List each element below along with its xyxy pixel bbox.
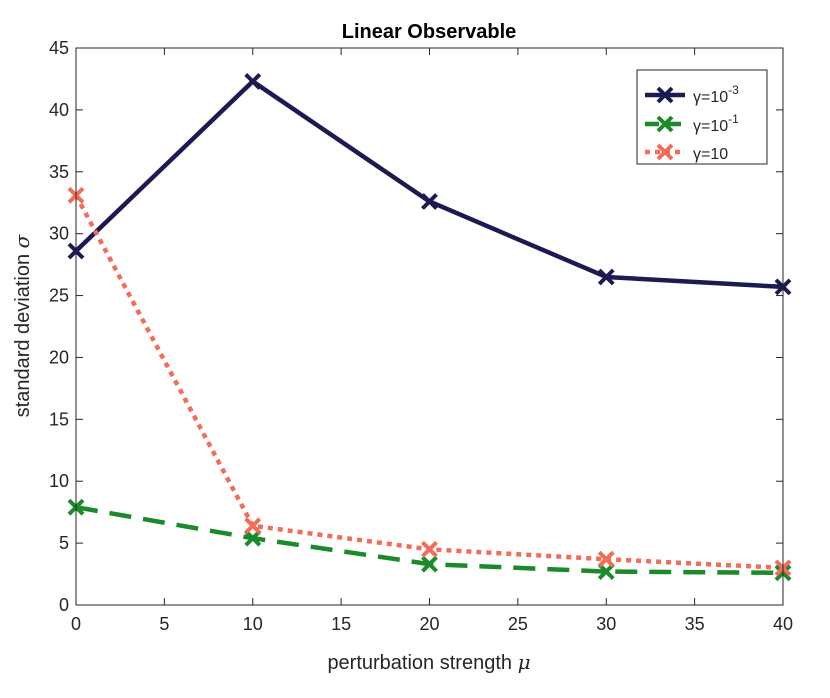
- x-tick-label: 10: [243, 614, 263, 634]
- y-tick-label: 5: [59, 533, 69, 553]
- x-tick-label: 30: [596, 614, 616, 634]
- legend-marker-1: [656, 86, 674, 104]
- y-tick-label: 40: [49, 100, 69, 120]
- x-axis-label: perturbation strength μ: [327, 650, 530, 674]
- y-tick-label: 35: [49, 162, 69, 182]
- chart-title: Linear Observable: [342, 21, 517, 43]
- legend-label-2: γ=10-1: [693, 112, 739, 135]
- x-axis: 0 5 10 15 20 25 30 35 40: [71, 48, 793, 634]
- y-tick-label: 45: [49, 38, 69, 58]
- y-tick-label: 15: [49, 409, 69, 429]
- legend-label-3: γ=10: [693, 146, 728, 163]
- series-1-point: [597, 268, 615, 286]
- legend-label-1: γ=10-3: [693, 83, 739, 106]
- series-3-point: [597, 550, 615, 568]
- y-tick-label: 0: [59, 595, 69, 615]
- x-tick-label: 15: [331, 614, 351, 634]
- x-tick-label: 40: [773, 614, 793, 634]
- y-tick-label: 20: [49, 347, 69, 367]
- series-2-point: [421, 555, 438, 573]
- y-tick-label: 25: [49, 286, 69, 306]
- series-line-3: [74, 194, 784, 571]
- y-axis-label: standard deviation σ: [10, 233, 34, 417]
- x-tick-label: 20: [419, 614, 439, 634]
- legend-marker-3: [656, 143, 674, 161]
- series-2-point: [244, 529, 262, 547]
- series-3-point: [244, 517, 262, 535]
- series-1-point: [421, 193, 438, 210]
- legend: γ=10-3 γ=10-1 γ=10: [636, 69, 768, 165]
- series-3-point: [421, 540, 438, 558]
- x-tick-label: 25: [508, 614, 528, 634]
- y-tick-label: 30: [49, 224, 69, 244]
- y-axis: 0 5 10 15 20 25 30 35 40 45: [49, 38, 783, 615]
- y-tick-label: 10: [49, 471, 69, 491]
- series-2-point: [597, 563, 615, 580]
- x-tick-label: 35: [685, 614, 705, 634]
- x-tick-label: 5: [159, 614, 169, 634]
- legend-marker-2: [656, 115, 674, 133]
- x-tick-label: 0: [71, 614, 81, 634]
- series-1-point: [244, 73, 262, 90]
